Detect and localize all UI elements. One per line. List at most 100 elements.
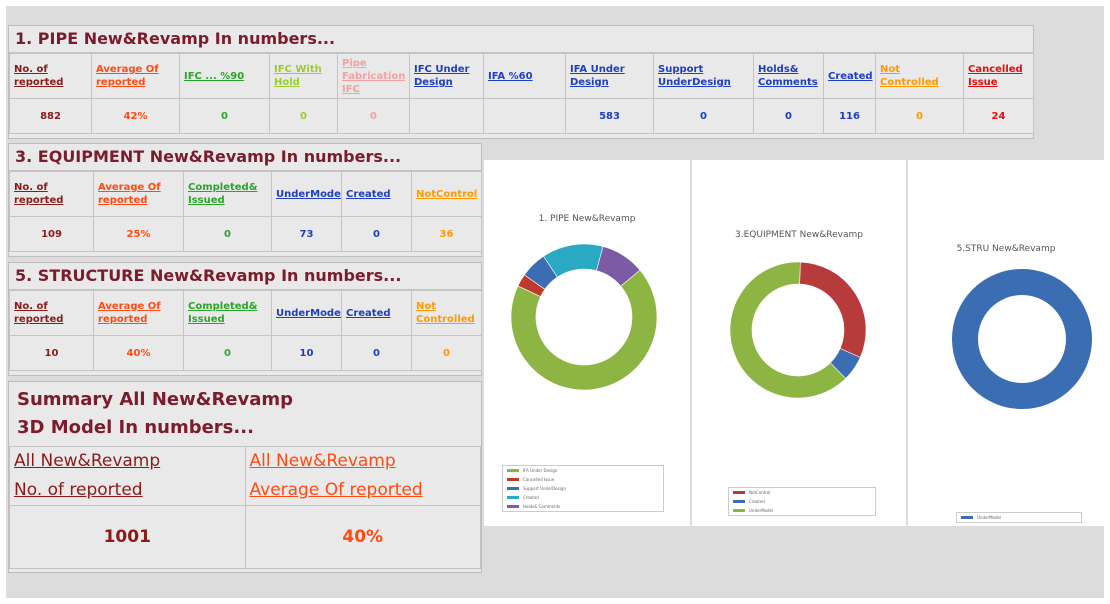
summary-title-line2: 3D Model In numbers...	[17, 417, 254, 438]
legend-label: Holds& Comments	[523, 504, 561, 509]
equipment-donut	[729, 261, 867, 399]
legend-swatch	[507, 487, 519, 490]
equipment-title: 3. EQUIPMENT New&Revamp In numbers...	[9, 144, 481, 171]
structure-col-header[interactable]: Created	[341, 290, 412, 336]
dashboard-frame: 1. PIPE New&Revamp In numbers... No. of …	[6, 6, 1104, 598]
donut-slice	[729, 261, 847, 399]
equipment-col-header[interactable]: NotControl	[411, 171, 482, 217]
structure-donut	[952, 269, 1092, 409]
structure-col-value: 10	[271, 335, 342, 371]
equipment-col-header[interactable]: Average Of reported	[93, 171, 184, 217]
structure-chart-title: 5.STRU New&Revamp	[956, 244, 1056, 254]
equipment-col-value: 109	[9, 216, 94, 252]
summary-left-header[interactable]: All New&Revamp No. of reported	[9, 446, 246, 506]
legend-swatch	[733, 500, 745, 503]
legend-swatch	[507, 469, 519, 472]
pipe-col-value: 0	[875, 98, 964, 134]
pipe-col-header[interactable]: Created	[823, 53, 876, 99]
legend-swatch	[733, 491, 745, 494]
summary-panel: Summary All New&Revamp 3D Model In numbe…	[8, 381, 482, 573]
structure-col-value: 0	[183, 335, 272, 371]
pipe-col-header[interactable]: IFA Under Design	[565, 53, 654, 99]
equipment-col-value: 73	[271, 216, 342, 252]
pipe-col-header[interactable]: Support UnderDesign	[653, 53, 754, 99]
pipe-col-header[interactable]: Not Controlled	[875, 53, 964, 99]
legend-label: IFA Under Design	[523, 468, 558, 473]
pipe-col-header[interactable]: Holds& Comments	[753, 53, 824, 99]
equipment-chart: 3.EQUIPMENT New&Revamp NotControl Created…	[692, 160, 906, 526]
structure-table: No. of reported Average Of reported Comple…	[9, 290, 482, 371]
equipment-col-value: 36	[411, 216, 482, 252]
pipe-col-header[interactable]: IFC Under Design	[409, 53, 484, 99]
pipe-chart: 1. PIPE New&Revamp IFA Under Design Cance…	[484, 160, 690, 526]
summary-table: All New&Revamp No. of reported All New&R…	[9, 446, 481, 569]
donut-slice	[596, 246, 641, 287]
pipe-col-value: 0	[179, 98, 270, 134]
summary-title-line1: Summary All New&Revamp	[17, 389, 294, 410]
equipment-col-header[interactable]: Created	[341, 171, 412, 217]
equipment-panel: 3. EQUIPMENT New&Revamp In numbers... No…	[8, 143, 482, 257]
structure-chart: 5.STRU New&Revamp UnderModel	[908, 160, 1104, 526]
pipe-col-header[interactable]: Cancelled Issue	[963, 53, 1034, 99]
structure-col-value: 0	[411, 335, 482, 371]
legend-entry: NotControl	[729, 488, 875, 497]
equipment-col-value: 0	[183, 216, 272, 252]
structure-col-header[interactable]: UnderModel	[271, 290, 342, 336]
structure-col-header[interactable]: Not Controlled	[411, 290, 482, 336]
equipment-col-header[interactable]: No. of reported	[9, 171, 94, 217]
structure-col-header[interactable]: No. of reported	[9, 290, 94, 336]
pipe-chart-title: 1. PIPE New&Revamp	[538, 214, 636, 224]
pipe-col-header[interactable]: Average Of reported	[91, 53, 180, 99]
summary-right-value: 40%	[244, 505, 481, 569]
structure-panel: 5. STRUCTURE New&Revamp In numbers... No…	[8, 262, 482, 376]
pipe-col-value	[483, 98, 566, 134]
summary-title: Summary All New&Revamp 3D Model In numbe…	[17, 386, 293, 442]
legend-swatch	[507, 478, 519, 481]
legend-entry: UnderModel	[729, 506, 875, 515]
structure-col-value: 10	[9, 335, 94, 371]
legend-label: Created	[523, 495, 539, 500]
equipment-col-value: 0	[341, 216, 412, 252]
legend-swatch	[507, 505, 519, 508]
legend-label: NotControl	[749, 490, 771, 495]
pipe-col-header[interactable]: IFA %60	[483, 53, 566, 99]
structure-col-header[interactable]: Completed& Issued	[183, 290, 272, 336]
pipe-table: No. of reported Average Of reported IFC ..…	[9, 53, 1034, 134]
legend-entry: UnderModel	[957, 513, 1081, 522]
pipe-col-value: 0	[753, 98, 824, 134]
pipe-col-header[interactable]: IFC With Hold	[269, 53, 338, 99]
structure-col-header[interactable]: Average Of reported	[93, 290, 184, 336]
pipe-col-value	[409, 98, 484, 134]
equipment-chart-title: 3.EQUIPMENT New&Revamp	[735, 230, 863, 240]
legend-label: Support UnderDesign	[523, 486, 567, 491]
equipment-col-header[interactable]: Completed& Issued	[183, 171, 272, 217]
legend-entry: Created	[503, 493, 663, 502]
legend-label: UnderModel	[977, 515, 1002, 520]
legend-entry: Created	[729, 497, 875, 506]
legend-entry: Support UnderDesign	[503, 484, 663, 493]
summary-left-label2: No. of reported	[14, 480, 143, 500]
pipe-col-header[interactable]: Pipe Fabrication IFC	[337, 53, 410, 99]
structure-chart-legend: UnderModel	[956, 512, 1082, 523]
legend-swatch	[961, 516, 973, 519]
pipe-col-value: 0	[337, 98, 410, 134]
summary-right-header[interactable]: All New&Revamp Average Of reported	[244, 446, 481, 506]
summary-left-label1: All New&Revamp	[14, 451, 161, 471]
pipe-col-value: 116	[823, 98, 876, 134]
equipment-col-header[interactable]: UnderModel	[271, 171, 342, 217]
equipment-chart-legend: NotControl Created UnderModel	[728, 487, 876, 516]
pipe-col-header[interactable]: IFC ... %90	[179, 53, 270, 99]
legend-label: Cancelled Issue	[523, 477, 555, 482]
pipe-col-value: 42%	[91, 98, 180, 134]
equipment-table: No. of reported Average Of reported Comple…	[9, 171, 482, 252]
pipe-donut	[510, 243, 658, 391]
legend-entry: Holds& Comments	[503, 502, 663, 511]
pipe-col-value: 0	[653, 98, 754, 134]
equipment-col-value: 25%	[93, 216, 184, 252]
legend-label: Created	[749, 499, 765, 504]
legend-swatch	[733, 509, 745, 512]
pipe-col-value: 0	[269, 98, 338, 134]
pipe-panel: 1. PIPE New&Revamp In numbers... No. of …	[8, 25, 1034, 139]
pipe-title: 1. PIPE New&Revamp In numbers...	[9, 26, 1033, 53]
pipe-col-header[interactable]: No. of reported	[9, 53, 92, 99]
